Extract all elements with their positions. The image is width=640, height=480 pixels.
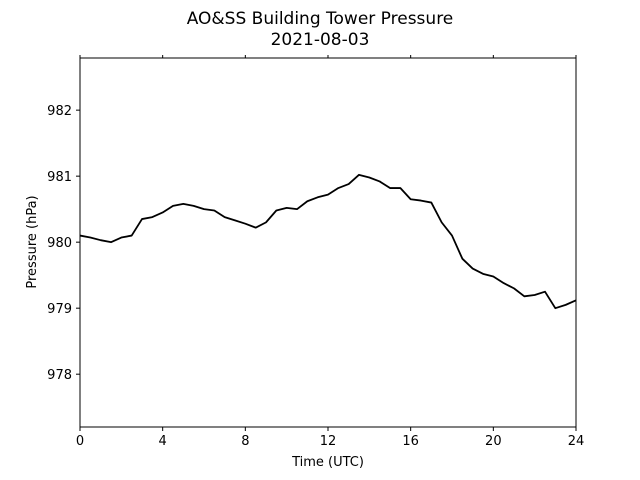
pressure-line [79,173,577,310]
plot-frame [79,57,577,428]
x-tick-label: 16 [402,434,419,449]
x-tick-label: 0 [76,434,84,449]
x-tick-label: 8 [241,434,249,449]
y-tick-label: 979 [47,302,72,317]
y-tick-label: 981 [47,170,72,185]
x-axis-label: Time (UTC) [291,455,364,470]
x-tick-label: 20 [485,434,502,449]
y-tick-label: 978 [47,368,72,383]
chart-subtitle: 2021-08-03 [271,30,370,50]
x-tick-label: 4 [159,434,167,449]
chart-title: AO&SS Building Tower Pressure [187,9,454,29]
y-tick-label: 980 [47,236,72,251]
y-axis-label: Pressure (hPa) [25,195,40,288]
x-tick-label: 12 [320,434,337,449]
x-tick-label: 24 [568,434,585,449]
y-tick-label: 982 [47,104,72,119]
